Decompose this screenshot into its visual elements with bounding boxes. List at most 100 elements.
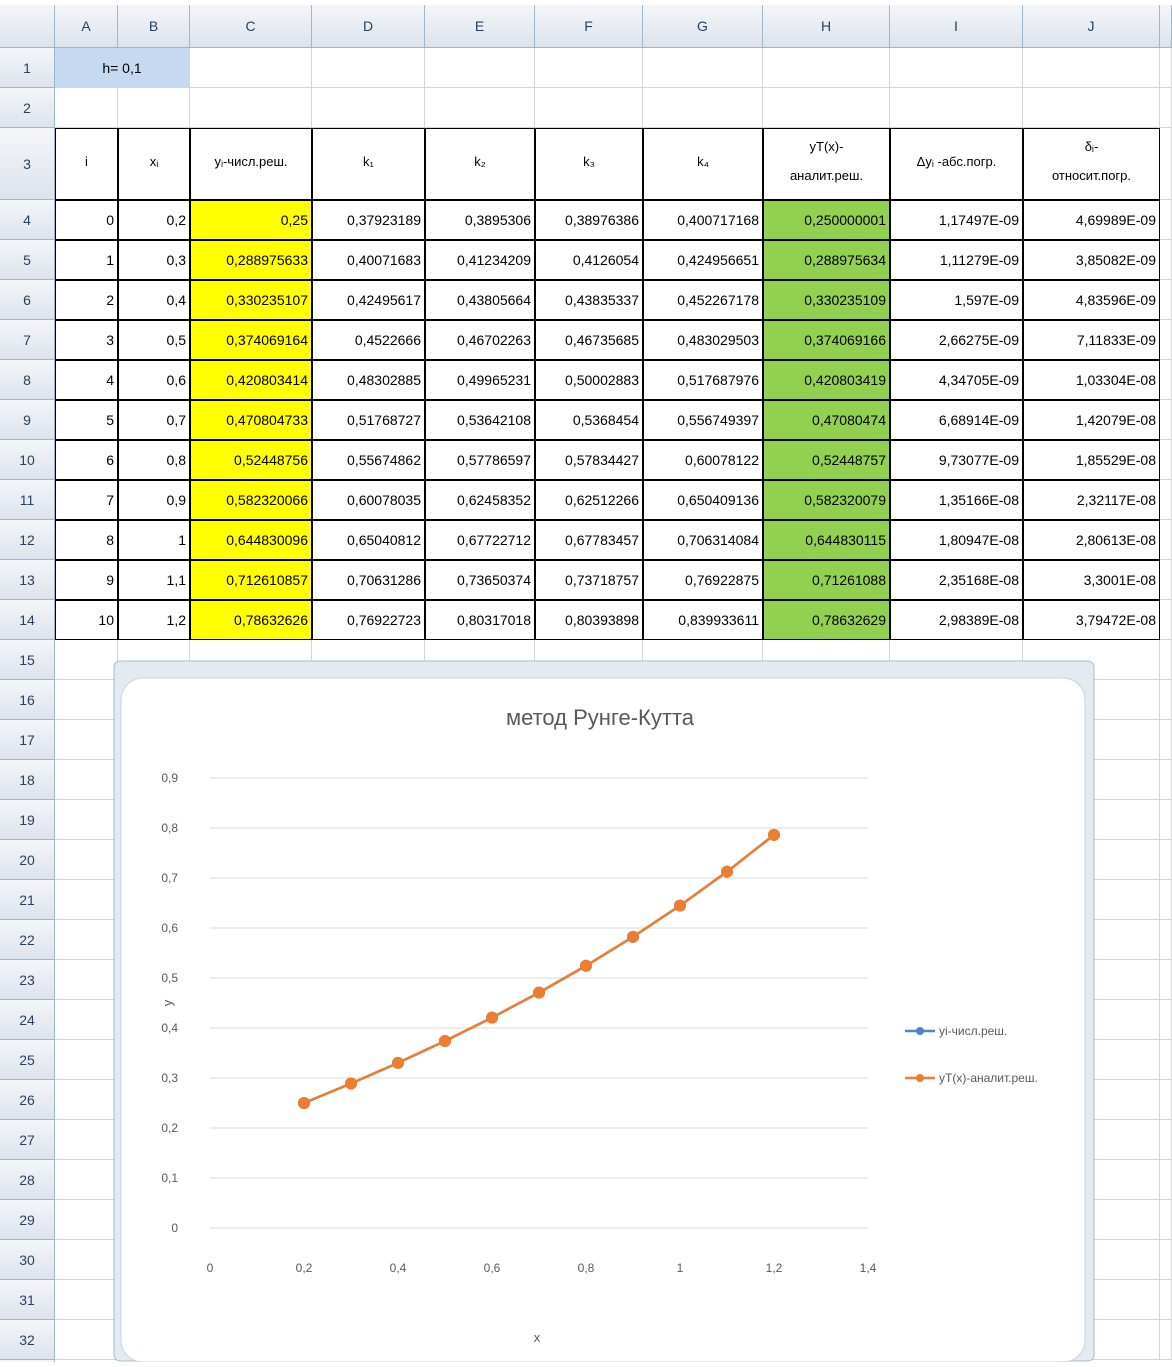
cell[interactable]	[1160, 1000, 1172, 1040]
cell[interactable]	[1160, 600, 1172, 640]
table-cell[interactable]: 0,9	[118, 480, 190, 520]
table-cell[interactable]: 0,62458352	[425, 480, 535, 520]
table-cell[interactable]: 0,48302885	[312, 360, 425, 400]
table-cell[interactable]: 0,57834427	[535, 440, 643, 480]
table-cell[interactable]: 0,55674862	[312, 440, 425, 480]
column-header[interactable]: G	[643, 5, 763, 48]
table-cell[interactable]: 0,470804733	[190, 400, 312, 440]
cell-h[interactable]: h= 0,1	[55, 48, 190, 88]
table-cell[interactable]: 0,288975634	[763, 240, 890, 280]
chart-container[interactable]: метод Рунге-Кутта x y 0 0,1 0,2 0,3 0,4 0,5 0,…	[113, 660, 1095, 1363]
cell[interactable]	[643, 88, 763, 128]
table-cell[interactable]: 0,78632629	[763, 600, 890, 640]
table-cell[interactable]: 0,52448757	[763, 440, 890, 480]
table-cell[interactable]: 8	[55, 520, 118, 560]
table-cell[interactable]: 0,71261088	[763, 560, 890, 600]
cell[interactable]	[1160, 640, 1172, 680]
cell[interactable]	[1160, 560, 1172, 600]
row-header[interactable]: 1	[0, 48, 55, 88]
cell[interactable]	[190, 88, 312, 128]
row-header[interactable]: 11	[0, 480, 55, 520]
cell[interactable]	[1160, 240, 1172, 280]
column-header[interactable]: I	[890, 5, 1023, 48]
cell[interactable]	[312, 48, 425, 88]
table-cell[interactable]: 0,4522666	[312, 320, 425, 360]
row-header[interactable]: 13	[0, 560, 55, 600]
table-cell[interactable]: 0,839933611	[643, 600, 763, 640]
table-cell[interactable]: 4,83596E-09	[1023, 280, 1160, 320]
table-cell[interactable]: 0,60078035	[312, 480, 425, 520]
cell[interactable]	[1160, 920, 1172, 960]
table-cell[interactable]: 0,60078122	[643, 440, 763, 480]
table-header[interactable]: k₁	[312, 128, 425, 200]
table-cell[interactable]: 9	[55, 560, 118, 600]
table-cell[interactable]: 1,17497E-09	[890, 200, 1023, 240]
cell[interactable]	[890, 48, 1023, 88]
table-cell[interactable]: 2,80613E-08	[1023, 520, 1160, 560]
table-cell[interactable]: 0,644830115	[763, 520, 890, 560]
row-header[interactable]: 6	[0, 280, 55, 320]
cell[interactable]	[55, 680, 118, 720]
table-cell[interactable]: 0,582320079	[763, 480, 890, 520]
cell[interactable]	[763, 48, 890, 88]
table-cell[interactable]: 1,2	[118, 600, 190, 640]
cell[interactable]	[1160, 1200, 1172, 1240]
cell[interactable]	[1160, 880, 1172, 920]
table-cell[interactable]: 0,712610857	[190, 560, 312, 600]
table-cell[interactable]: 0,420803414	[190, 360, 312, 400]
cell[interactable]	[1160, 840, 1172, 880]
table-cell[interactable]: 0,40071683	[312, 240, 425, 280]
cell[interactable]	[55, 88, 118, 128]
row-header[interactable]: 12	[0, 520, 55, 560]
table-cell[interactable]: 10	[55, 600, 118, 640]
cell[interactable]	[1160, 128, 1172, 200]
cell[interactable]	[1160, 960, 1172, 1000]
cell[interactable]	[1160, 520, 1172, 560]
cell[interactable]	[1160, 280, 1172, 320]
cell[interactable]	[643, 48, 763, 88]
table-cell[interactable]: 0,46735685	[535, 320, 643, 360]
table-cell[interactable]: 1,85529E-08	[1023, 440, 1160, 480]
table-cell[interactable]: 2,66275E-09	[890, 320, 1023, 360]
cell[interactable]	[1160, 480, 1172, 520]
row-header[interactable]: 14	[0, 600, 55, 640]
table-cell[interactable]: 6	[55, 440, 118, 480]
row-header[interactable]: 21	[0, 880, 55, 920]
cell[interactable]	[1160, 200, 1172, 240]
row-header[interactable]: 22	[0, 920, 55, 960]
table-cell[interactable]: 0,330235109	[763, 280, 890, 320]
row-header[interactable]: 17	[0, 720, 55, 760]
cell[interactable]	[425, 48, 535, 88]
cell[interactable]	[55, 1120, 118, 1160]
cell[interactable]	[1160, 1160, 1172, 1200]
cell[interactable]	[1160, 800, 1172, 840]
table-cell[interactable]: 0,400717168	[643, 200, 763, 240]
cell[interactable]	[55, 760, 118, 800]
cell[interactable]	[55, 880, 118, 920]
table-cell[interactable]: 0,556749397	[643, 400, 763, 440]
table-cell[interactable]: 0,76922723	[312, 600, 425, 640]
cell[interactable]	[1160, 720, 1172, 760]
row-header[interactable]: 15	[0, 640, 55, 680]
table-cell[interactable]: 0,517687976	[643, 360, 763, 400]
column-header[interactable]: H	[763, 5, 890, 48]
table-cell[interactable]: 0,51768727	[312, 400, 425, 440]
table-cell[interactable]: 2,32117E-08	[1023, 480, 1160, 520]
table-cell[interactable]: 0,3	[118, 240, 190, 280]
table-cell[interactable]: 0,250000001	[763, 200, 890, 240]
column-header[interactable]: J	[1023, 5, 1160, 48]
cell[interactable]	[1160, 1240, 1172, 1280]
cell[interactable]	[1160, 760, 1172, 800]
table-cell[interactable]: 0,73650374	[425, 560, 535, 600]
table-cell[interactable]: 0,25	[190, 200, 312, 240]
column-header[interactable]: B	[118, 5, 190, 48]
table-cell[interactable]: 0,62512266	[535, 480, 643, 520]
cell[interactable]	[55, 1000, 118, 1040]
row-header[interactable]: 25	[0, 1040, 55, 1080]
table-cell[interactable]: 0,7	[118, 400, 190, 440]
cell[interactable]	[1160, 48, 1172, 88]
table-cell[interactable]: 0,43835337	[535, 280, 643, 320]
table-cell[interactable]: 9,73077E-09	[890, 440, 1023, 480]
table-cell[interactable]: 0,80317018	[425, 600, 535, 640]
row-header[interactable]: 29	[0, 1200, 55, 1240]
